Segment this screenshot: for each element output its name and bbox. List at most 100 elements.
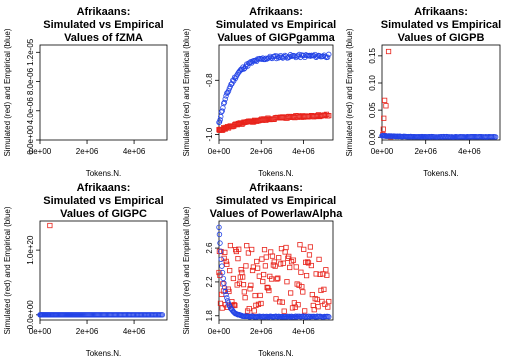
simulated-point [299, 284, 305, 290]
simulated-point [236, 280, 243, 286]
simulated-point [277, 299, 283, 305]
chart-title-line: Values of GIGPgamma [217, 32, 335, 44]
simulated-point [219, 305, 225, 311]
empirical-point [221, 99, 228, 106]
simulated-point [305, 260, 312, 266]
simulated-point [246, 305, 252, 312]
empirical-point [220, 105, 226, 111]
simulated-point [254, 258, 260, 265]
simulated-point [266, 287, 272, 294]
simulated-point [268, 276, 275, 282]
empirical-point [216, 231, 223, 238]
empirical-point [303, 313, 309, 320]
y-tick-label: -1.0 [205, 127, 214, 141]
empirical-point [326, 314, 332, 320]
y-axis-label: Simulated (red) and Empirical (blue) [345, 28, 354, 156]
empirical-point [221, 284, 228, 291]
simulated-point [224, 261, 230, 267]
y-tick-label: 1.8 [205, 310, 214, 322]
simulated-point [230, 275, 236, 282]
chart-title-line: Afrikaans: [77, 182, 131, 194]
empirical-point [225, 88, 232, 94]
simulated-point [261, 247, 268, 253]
simulated-point [303, 272, 310, 279]
empirical-point [216, 224, 222, 231]
chart-title-line: Afrikaans: [249, 6, 303, 18]
simulated-point [320, 271, 326, 277]
simulated-point [280, 260, 286, 266]
simulated-point [298, 269, 304, 275]
simulated-point [236, 246, 242, 252]
simulated-point [383, 103, 389, 109]
simulated-point [316, 256, 322, 262]
empirical-point [291, 314, 298, 320]
chart-title-line: Simulated vs Empirical [43, 195, 163, 207]
simulated-point [310, 302, 316, 309]
simulated-point [381, 115, 387, 121]
simulated-point [326, 298, 332, 305]
simulated-point [259, 256, 265, 262]
simulated-point [245, 250, 251, 256]
simulated-point [290, 257, 297, 263]
simulated-point [241, 289, 247, 295]
y-axis-label: Simulated (red) and Empirical (blue) [182, 206, 191, 334]
simulated-point [249, 246, 255, 253]
simulated-point [267, 273, 273, 279]
simulated-point [318, 287, 324, 294]
simulated-point [300, 289, 306, 295]
empirical-point [222, 96, 228, 102]
empirical-point [220, 100, 227, 107]
empirical-point [219, 269, 226, 276]
simulated-point [289, 305, 296, 311]
simulated-point [255, 265, 261, 271]
x-tick-label: 4e+06 [292, 147, 315, 156]
y-tick-label: 0.0e+00 [26, 300, 35, 330]
chart-title-line: Simulated vs Empirical [216, 195, 336, 207]
simulated-point [307, 244, 313, 250]
simulated-point [270, 262, 276, 268]
empirical-point [219, 263, 225, 269]
simulated-point [284, 279, 290, 285]
simulated-point [260, 278, 266, 285]
x-tick-label: 4e+06 [123, 327, 146, 336]
simulated-point [257, 292, 263, 299]
x-tick-label: 4e+06 [123, 147, 146, 156]
simulated-point [295, 302, 301, 308]
simulated-point [297, 242, 303, 248]
y-tick-label: 2.6 [205, 242, 214, 254]
simulated-point [380, 126, 386, 132]
simulated-point [249, 267, 256, 274]
x-axis-label: Tokens.N. [258, 349, 294, 358]
y-tick-label: -0.8 [205, 73, 214, 87]
empirical-point [292, 313, 299, 319]
simulated-point [227, 267, 233, 274]
simulated-point [304, 259, 311, 265]
simulated-point [321, 286, 327, 292]
simulated-point [238, 267, 244, 273]
y-tick-label: 2.2 [205, 276, 214, 288]
simulated-point [323, 267, 329, 273]
simulated-point [385, 48, 392, 55]
empirical-point [326, 51, 332, 58]
empirical-point [307, 53, 314, 59]
empirical-point [306, 313, 312, 319]
simulated-point [319, 298, 325, 305]
simulated-point [322, 301, 328, 307]
simulated-point [302, 308, 308, 314]
simulated-point [235, 256, 241, 262]
empirical-point [223, 291, 229, 298]
simulated-point [252, 292, 258, 299]
simulated-point [244, 243, 250, 249]
simulated-point [248, 282, 254, 288]
empirical-point [217, 240, 223, 246]
plot-frame [218, 44, 334, 141]
simulated-point [275, 275, 281, 281]
x-tick-label: 0e+00 [208, 327, 231, 336]
chart-title-line: Afrikaans: [249, 182, 303, 194]
x-tick-label: 0e+00 [29, 327, 52, 336]
empirical-point [216, 119, 223, 125]
x-tick-label: 2e+06 [250, 147, 273, 156]
simulated-point [240, 274, 246, 280]
chart-title-line: Simulated vs Empirical [381, 19, 501, 31]
simulated-point [311, 307, 317, 313]
